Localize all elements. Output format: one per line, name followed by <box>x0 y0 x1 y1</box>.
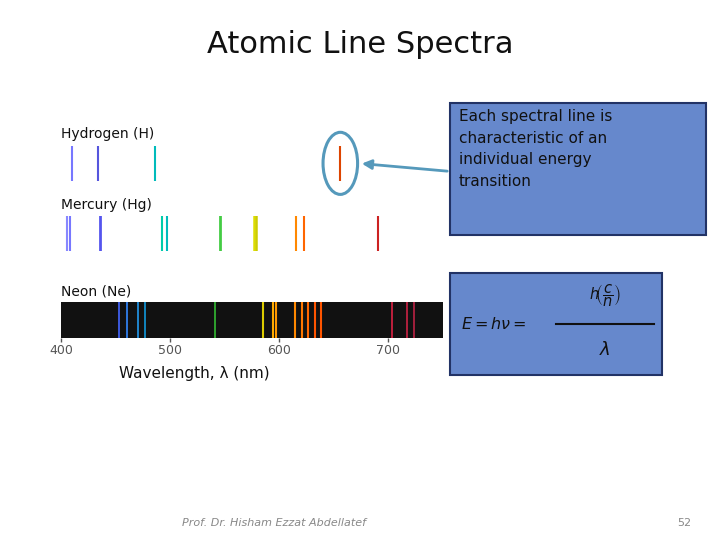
Text: Mercury (Hg): Mercury (Hg) <box>61 198 152 212</box>
FancyBboxPatch shape <box>450 103 706 235</box>
Text: Prof. Dr. Hisham Ezzat Abdellatef: Prof. Dr. Hisham Ezzat Abdellatef <box>181 518 366 528</box>
Text: Hydrogen (H): Hydrogen (H) <box>61 127 155 141</box>
Text: $E = h\nu =$: $E = h\nu =$ <box>461 316 526 332</box>
Text: Wavelength, λ (nm): Wavelength, λ (nm) <box>120 366 270 381</box>
Text: Neon (Ne): Neon (Ne) <box>61 284 132 298</box>
Text: Atomic Line Spectra: Atomic Line Spectra <box>207 30 513 59</box>
FancyArrowPatch shape <box>365 161 447 171</box>
Text: $h\!\left(\dfrac{c}{n}\right)$: $h\!\left(\dfrac{c}{n}\right)$ <box>589 282 621 309</box>
Text: 52: 52 <box>677 518 691 528</box>
Text: Each spectral line is
characteristic of an
individual energy
transition: Each spectral line is characteristic of … <box>459 109 612 189</box>
FancyBboxPatch shape <box>450 273 662 375</box>
Text: $\lambda$: $\lambda$ <box>599 341 611 359</box>
